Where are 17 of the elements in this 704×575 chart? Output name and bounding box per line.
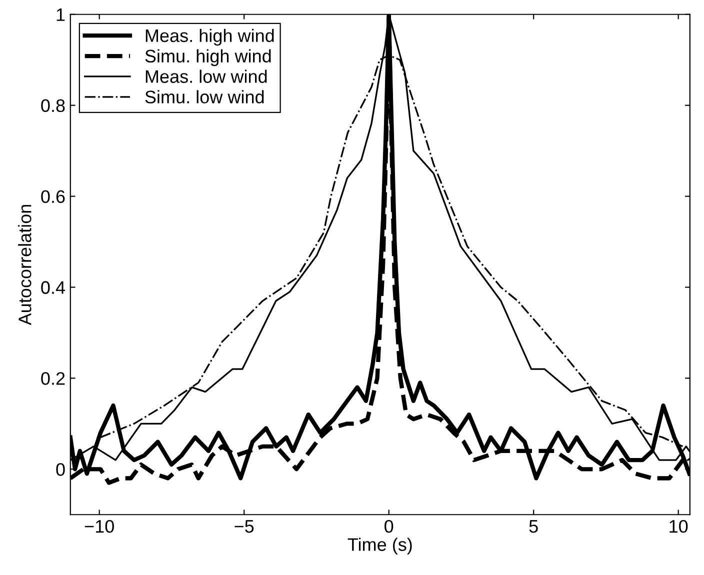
y-tick-label: 0.4 [41,281,66,294]
x-tick-label: 5 [529,520,538,533]
legend-label: Meas. high wind [146,28,274,46]
x-tick-label: −5 [234,520,254,533]
x-tick-label: 10 [670,520,688,533]
y-tick-label: 0.2 [41,372,65,385]
y-tick-label: 0.6 [41,190,65,204]
x-tick-label: 0 [384,520,394,533]
y-tick-label: 1 [56,8,65,21]
legend-label: Simu. low wind [145,90,264,104]
x-axis-title: Time (s) [348,538,412,555]
legend-label: Simu. high wind [145,49,271,66]
x-tick-label: −10 [84,520,114,533]
legend-label: Meas. low wind [146,70,267,83]
y-axis-title: Autocorrelation [18,204,32,326]
y-tick-label: 0 [56,463,65,476]
y-tick-label: 0.8 [41,99,65,112]
